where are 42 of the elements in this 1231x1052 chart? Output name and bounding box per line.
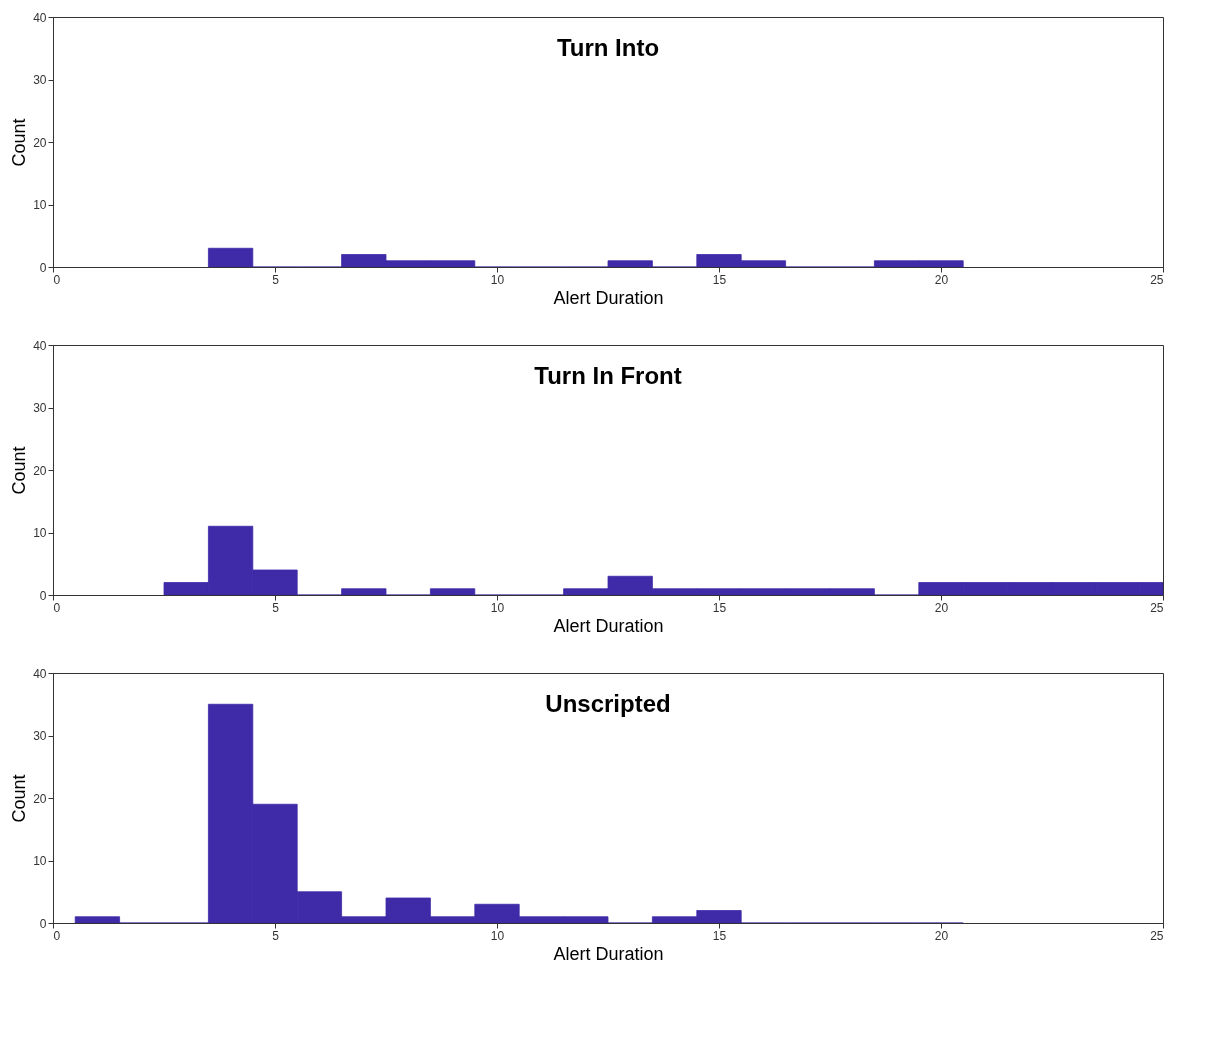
x-tick-label: 10 (490, 272, 505, 287)
x-tick-label: 0 (53, 928, 61, 943)
x-tick-label: 15 (712, 272, 727, 287)
y-tick-label: 10 (33, 854, 47, 868)
x-tick-label: 0 (53, 600, 61, 615)
x-tick-label: 5 (272, 272, 280, 287)
y-tick-label: 30 (33, 401, 47, 415)
x-axis-title: Alert Duration (553, 615, 664, 636)
x-axis-title: Alert Duration (553, 943, 664, 964)
y-tick-label: 10 (33, 198, 47, 212)
y-axis-title: Count (9, 446, 30, 495)
x-tick-label: 20 (934, 600, 949, 615)
y-axis-title: Count (9, 774, 30, 823)
text: Turn In Front (534, 362, 682, 389)
y-tick-label: 20 (33, 135, 47, 150)
x-tick-label: 5 (272, 600, 280, 615)
x-tick-label: 15 (712, 928, 727, 943)
y-tick-label: 30 (33, 729, 47, 743)
y-tick-label: 20 (33, 463, 47, 478)
x-tick-label: 0 (53, 272, 61, 287)
x-axis-title: Alert Duration (553, 287, 664, 308)
x-tick-label: 25 (1150, 928, 1164, 943)
y-tick-label: 10 (33, 526, 47, 540)
x-tick-label: 10 (490, 600, 505, 615)
y-tick-label: 0 (39, 588, 47, 603)
y-tick-label: 20 (33, 791, 47, 806)
y-axis-title: Count (9, 118, 30, 167)
x-tick-label: 25 (1150, 272, 1164, 287)
text: Turn Into (556, 34, 660, 61)
text: Unscripted (545, 690, 671, 717)
x-tick-label: 15 (712, 600, 727, 615)
y-tick-label: 0 (39, 260, 47, 275)
y-tick-label: 40 (33, 338, 47, 353)
x-tick-label: 20 (934, 272, 949, 287)
y-tick-label: 0 (39, 916, 47, 931)
y-tick-label: 40 (33, 666, 47, 681)
y-tick-label: 30 (33, 73, 47, 87)
x-tick-label: 10 (490, 928, 505, 943)
x-tick-label: 25 (1150, 600, 1164, 615)
y-tick-label: 40 (33, 10, 47, 25)
x-tick-label: 5 (272, 928, 280, 943)
x-tick-label: 20 (934, 928, 949, 943)
